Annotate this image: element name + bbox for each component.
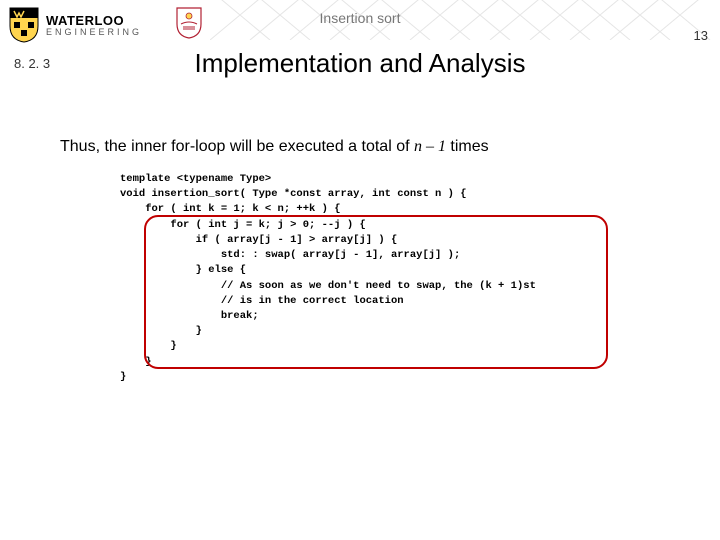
code-l14: } bbox=[120, 371, 126, 383]
body-suffix: times bbox=[446, 138, 489, 155]
code-l2: void insertion_sort( Type *const array, … bbox=[120, 188, 467, 200]
code-block: template <typename Type> void insertion_… bbox=[120, 172, 536, 385]
code-l13: } bbox=[120, 356, 152, 368]
code-l9: // is in the correct location bbox=[120, 295, 404, 307]
body-text: Thus, the inner for-loop will be execute… bbox=[60, 138, 489, 156]
logo-line2: ENGINEERING bbox=[46, 28, 142, 37]
code-l12: } bbox=[120, 340, 177, 352]
code-l11: } bbox=[120, 325, 202, 337]
code-l7: } else { bbox=[120, 264, 246, 276]
slide-title: Implementation and Analysis bbox=[0, 48, 720, 79]
code-l4: for ( int j = k; j > 0; --j ) { bbox=[120, 219, 366, 231]
body-prefix: Thus, the inner for-loop will be execute… bbox=[60, 138, 414, 155]
page-number: 13 bbox=[694, 28, 708, 43]
code-l8: // As soon as we don't need to swap, the… bbox=[120, 280, 536, 292]
slide-topic: Insertion sort bbox=[0, 10, 720, 26]
code-l5: if ( array[j - 1] > array[j] ) { bbox=[120, 234, 397, 246]
code-l1: template <typename Type> bbox=[120, 173, 271, 185]
code-l3: for ( int k = 1; k < n; ++k ) { bbox=[120, 203, 341, 215]
body-math: n – 1 bbox=[414, 138, 446, 155]
code-l10: break; bbox=[120, 310, 259, 322]
code-l6: std: : swap( array[j - 1], array[j] ); bbox=[120, 249, 460, 261]
